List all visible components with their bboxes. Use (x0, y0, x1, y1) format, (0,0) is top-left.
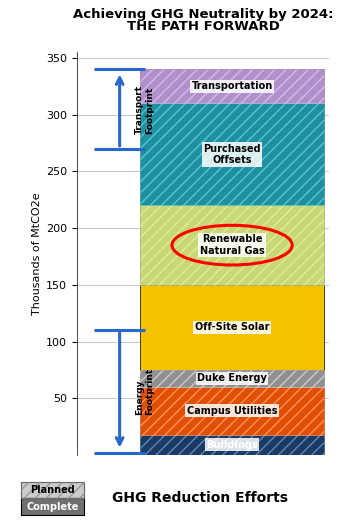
Text: Renewable
Natural Gas: Renewable Natural Gas (200, 234, 265, 256)
Bar (140, 285, 324, 370)
Text: THE PATH FORWARD: THE PATH FORWARD (127, 20, 279, 33)
Text: Energy
Footprint: Energy Footprint (135, 368, 155, 415)
Text: Off-Site Solar: Off-Site Solar (195, 322, 270, 333)
Y-axis label: Thousands of MtCO2e: Thousands of MtCO2e (32, 192, 42, 315)
Text: Campus Utilities: Campus Utilities (187, 406, 277, 416)
Bar (140, 370, 324, 387)
Text: Transportation: Transportation (191, 82, 273, 92)
Bar (140, 435, 324, 455)
Bar (140, 104, 324, 206)
Bar (140, 206, 324, 285)
Bar (140, 435, 324, 455)
Text: Duke Energy: Duke Energy (197, 373, 267, 383)
Bar (140, 104, 324, 206)
Text: Achieving GHG Neutrality by 2024:: Achieving GHG Neutrality by 2024: (73, 8, 333, 21)
Text: Transport
Footprint: Transport Footprint (135, 84, 155, 133)
Bar (140, 387, 324, 435)
Bar (140, 370, 324, 387)
Text: Purchased
Offsets: Purchased Offsets (203, 144, 261, 165)
Bar (140, 206, 324, 285)
Text: Buildings: Buildings (206, 440, 258, 450)
Bar (140, 387, 324, 435)
Bar (140, 70, 324, 104)
Text: Complete: Complete (26, 502, 79, 512)
Text: Planned: Planned (30, 485, 75, 495)
Text: GHG Reduction Efforts: GHG Reduction Efforts (112, 492, 288, 505)
Bar (140, 70, 324, 104)
